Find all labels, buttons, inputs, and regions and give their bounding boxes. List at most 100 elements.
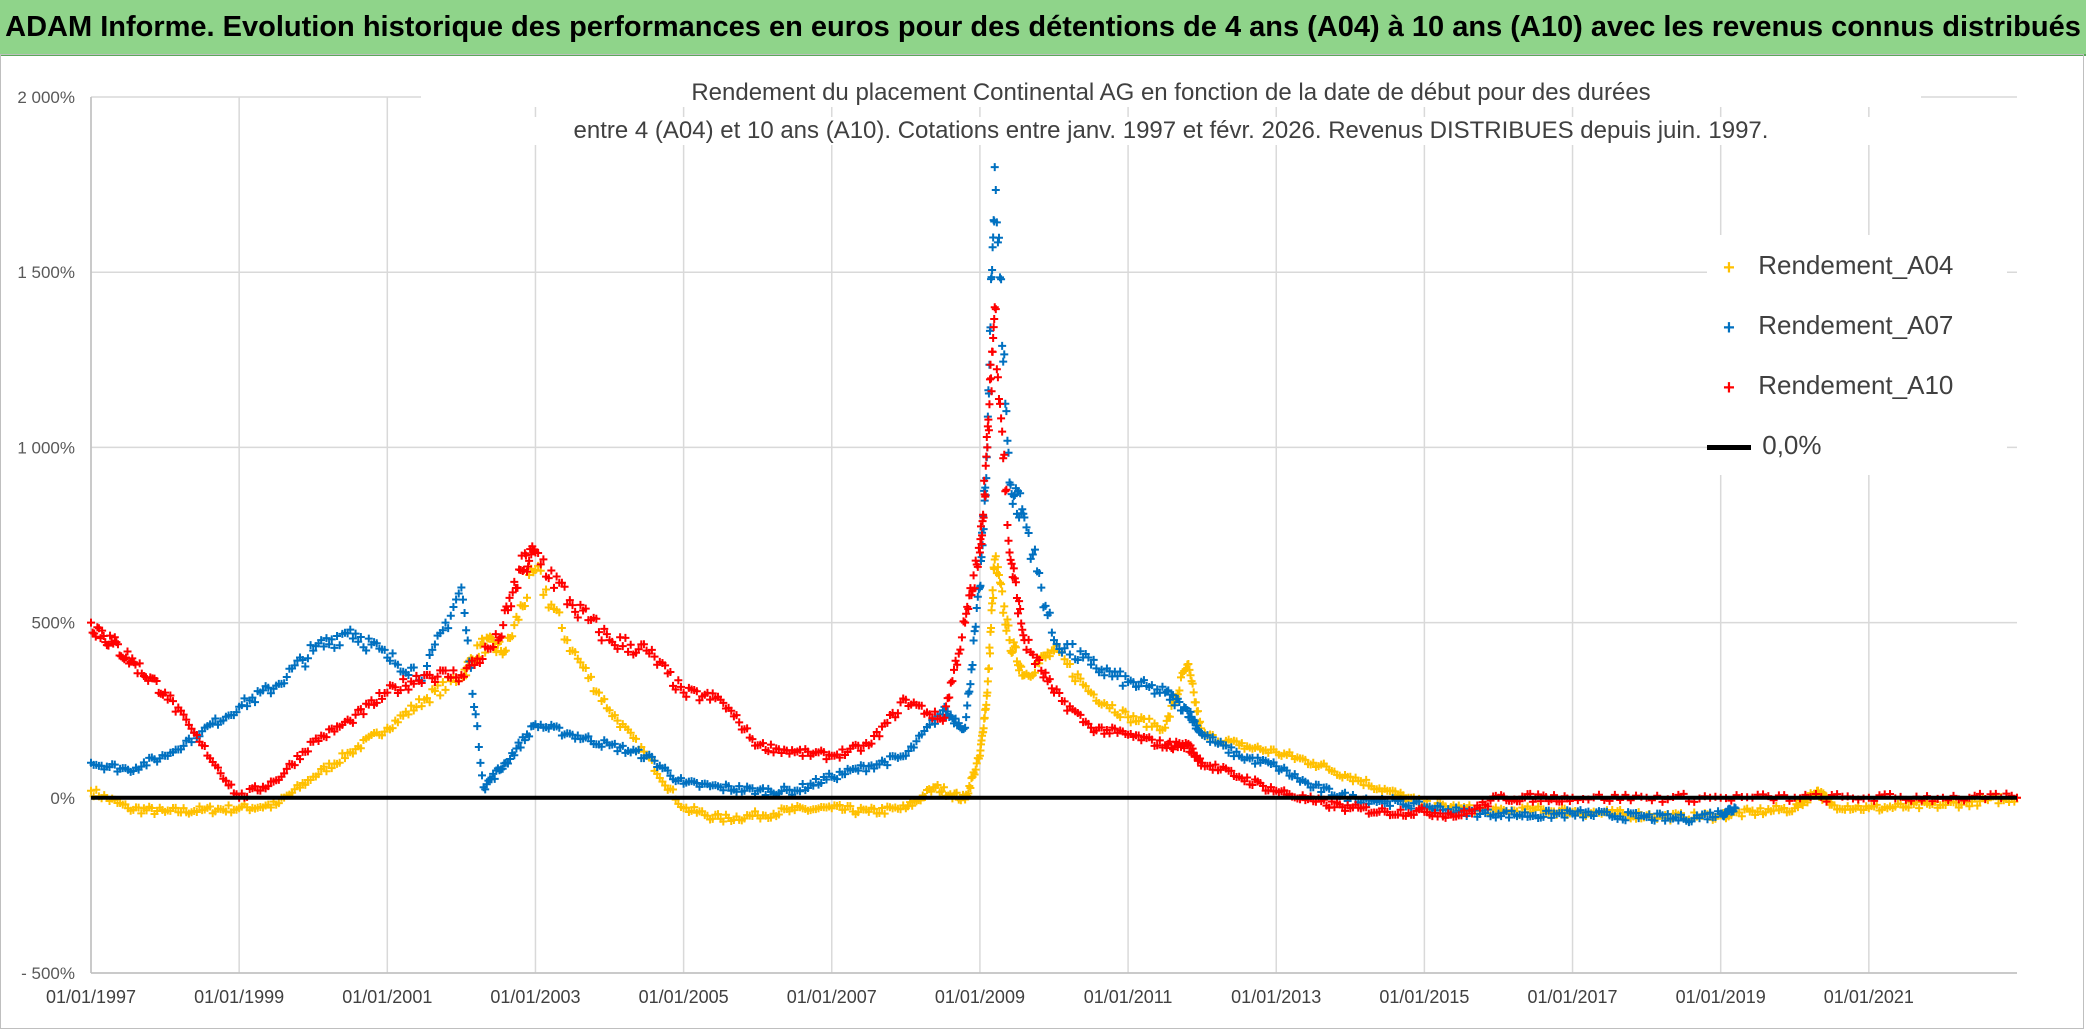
series-rendement-a07-point bbox=[1661, 816, 1670, 825]
series-rendement-a10-point bbox=[1227, 766, 1236, 775]
series-rendement-a07-point bbox=[735, 782, 744, 791]
series-rendement-a04-point bbox=[87, 786, 95, 795]
series-rendement-a10-point bbox=[1341, 806, 1350, 815]
series-rendement-a10-point bbox=[1362, 803, 1371, 812]
x-tick-label: 01/01/2007 bbox=[787, 987, 877, 1007]
series-rendement-a07-point bbox=[833, 775, 842, 784]
series-rendement-a07-point bbox=[1019, 509, 1028, 518]
series-rendement-a10-point bbox=[123, 647, 132, 656]
series-rendement-a10-point bbox=[961, 618, 970, 627]
series-rendement-a04-point bbox=[1116, 713, 1125, 722]
series-rendement-a07-point bbox=[981, 483, 990, 492]
y-tick-label: 500% bbox=[32, 614, 75, 633]
series-rendement-a04-point bbox=[998, 587, 1007, 596]
series-rendement-a04-point bbox=[581, 664, 590, 673]
series-rendement-a10-point bbox=[1004, 536, 1013, 545]
series-rendement-a10-point bbox=[727, 706, 736, 715]
series-rendement-a04-point bbox=[594, 688, 603, 697]
series-rendement-a07-point bbox=[1721, 809, 1730, 818]
series-rendement-a07-point bbox=[1006, 480, 1015, 489]
series-rendement-a07-point bbox=[990, 163, 999, 172]
series-rendement-a07-point bbox=[987, 273, 996, 282]
series-rendement-a10-point bbox=[973, 562, 982, 571]
series-rendement-a04-point bbox=[520, 602, 529, 611]
series-rendement-a07-point bbox=[870, 764, 879, 773]
series-rendement-a04-point bbox=[1994, 799, 2003, 808]
series-rendement-a10-point bbox=[1060, 697, 1069, 706]
series-rendement-a04-point bbox=[555, 608, 564, 617]
series-rendement-a04-point bbox=[933, 780, 942, 789]
series-rendement-a07-point bbox=[1272, 762, 1281, 771]
series-rendement-a10-point bbox=[1007, 559, 1016, 568]
series-rendement-a07-point bbox=[1731, 804, 1740, 813]
series-rendement-a07-point bbox=[503, 759, 512, 768]
series-rendement-a04-point bbox=[1161, 723, 1170, 732]
series-rendement-a07-point bbox=[1016, 489, 1025, 498]
x-tick-label: 01/01/2005 bbox=[639, 987, 729, 1007]
series-rendement-a10-point bbox=[1441, 813, 1450, 822]
series-rendement-a10-point bbox=[946, 678, 955, 687]
series-rendement-a07-point bbox=[1303, 779, 1312, 788]
legend-entry-a04: + Rendement_A04 bbox=[1707, 245, 1953, 285]
series-rendement-a04-point bbox=[542, 585, 551, 594]
series-rendement-a04-point bbox=[653, 769, 662, 778]
series-rendement-a10-point bbox=[1055, 689, 1064, 698]
series-rendement-a10-point bbox=[1243, 773, 1252, 782]
series-rendement-a10-point bbox=[396, 686, 405, 695]
series-rendement-a07-point bbox=[1097, 665, 1106, 674]
series-rendement-a04-point bbox=[522, 593, 531, 602]
series-rendement-a10-point bbox=[430, 677, 439, 686]
series-rendement-a07-point bbox=[1003, 436, 1012, 445]
series-rendement-a07-point bbox=[290, 661, 299, 670]
series-rendement-a04-point bbox=[1356, 777, 1365, 786]
series-rendement-a10-point bbox=[221, 776, 230, 785]
series-rendement-a07-point bbox=[811, 775, 820, 784]
series-rendement-a04-point bbox=[613, 716, 622, 725]
series-rendement-a10-point bbox=[1024, 635, 1033, 644]
series-rendement-a10-point bbox=[409, 679, 418, 688]
series-rendement-a07-point bbox=[1076, 647, 1085, 656]
series-rendement-a07-point bbox=[364, 634, 373, 643]
series-rendement-a10-point bbox=[104, 641, 113, 650]
x-tick-label: 01/01/2009 bbox=[935, 987, 1025, 1007]
series-rendement-a10-point bbox=[613, 644, 622, 653]
series-rendement-a10-point bbox=[971, 556, 980, 565]
series-rendement-a10-point bbox=[991, 305, 1000, 314]
series-rendement-a07-point bbox=[798, 779, 807, 788]
series-rendement-a10-point bbox=[1022, 645, 1031, 654]
series-rendement-a04-point bbox=[1165, 712, 1174, 721]
series-rendement-a07-point bbox=[1170, 701, 1179, 710]
series-rendement-a07-point bbox=[618, 741, 627, 750]
series-rendement-a10-point bbox=[1000, 450, 1009, 459]
series-rendement-a10-point bbox=[883, 718, 892, 727]
series-rendement-a04-point bbox=[984, 664, 993, 673]
series-rendement-a04-point bbox=[492, 648, 501, 657]
series-rendement-a04-point bbox=[1162, 716, 1171, 725]
series-rendement-a07-point bbox=[1073, 655, 1082, 664]
series-rendement-a10-point bbox=[1030, 659, 1039, 668]
series-rendement-a10-point bbox=[990, 315, 999, 324]
series-rendement-a10-point bbox=[1211, 760, 1220, 769]
series-rendement-a10-point bbox=[510, 577, 519, 586]
series-rendement-a10-point bbox=[152, 677, 161, 686]
series-rendement-a10-point bbox=[1005, 548, 1014, 557]
series-rendement-a07-point bbox=[976, 581, 985, 590]
series-rendement-a04-point bbox=[631, 734, 640, 743]
series-rendement-a07-point bbox=[1576, 806, 1585, 815]
series-rendement-a07-point bbox=[322, 634, 331, 643]
y-tick-label: 1 500% bbox=[17, 263, 75, 282]
series-rendement-a10-point bbox=[1206, 761, 1215, 770]
series-rendement-a07-point bbox=[1047, 628, 1056, 637]
series-rendement-a10-point bbox=[1011, 578, 1020, 587]
series-rendement-a07-point bbox=[1703, 815, 1712, 824]
series-rendement-a10-point bbox=[571, 607, 580, 616]
series-rendement-a04-point bbox=[878, 804, 887, 813]
series-rendement-a07-point bbox=[994, 233, 1003, 242]
series-rendement-a07-point bbox=[306, 641, 315, 650]
series-rendement-a07-point bbox=[1037, 583, 1046, 592]
series-rendement-a07-point bbox=[1203, 731, 1212, 740]
series-rendement-a10-point bbox=[449, 666, 458, 675]
series-rendement-a04-point bbox=[1017, 662, 1026, 671]
series-rendement-a10-point bbox=[513, 583, 522, 592]
series-rendement-a10-point bbox=[491, 630, 500, 639]
